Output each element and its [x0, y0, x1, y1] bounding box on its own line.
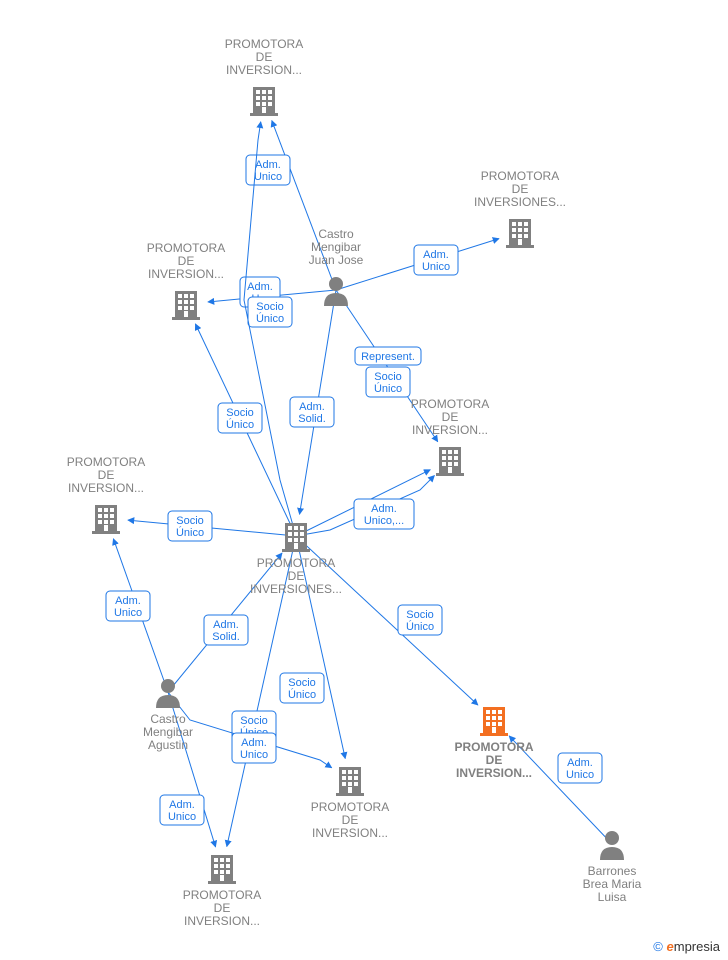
node-label: PROMOTORA	[481, 169, 559, 183]
footer-credit: © empresia	[653, 939, 720, 954]
node-label: PROMOTORA	[225, 37, 303, 51]
edge-label-text: Socio	[256, 301, 284, 313]
node-label: INVERSION...	[68, 481, 144, 495]
node-label: INVERSION...	[412, 423, 488, 437]
node-label: DE	[512, 182, 529, 196]
node-label: INVERSION...	[184, 914, 260, 928]
company-node[interactable]	[336, 767, 364, 796]
node-label: PROMOTORA	[257, 556, 335, 570]
node-label: Barrones	[588, 864, 637, 878]
node-label: DE	[342, 813, 359, 827]
edge-label-text: Adm.	[115, 595, 141, 607]
node-label: Brea Maria	[583, 877, 642, 891]
node-label: Juan Jose	[309, 253, 364, 267]
edge-label-text: Socio	[288, 677, 316, 689]
brand-e: e	[667, 939, 674, 954]
company-node[interactable]	[436, 447, 464, 476]
node-label: INVERSIONES...	[250, 582, 342, 596]
edge-label-text: Único	[374, 382, 402, 395]
node-label: DE	[486, 753, 503, 767]
edge-label-text: Adm.	[241, 737, 267, 749]
edge-label-text: Socio	[240, 715, 268, 727]
node-label: Castro	[318, 227, 354, 241]
node-label: Mengibar	[143, 725, 193, 739]
edge-label-text: Socio	[406, 609, 434, 621]
edge-label-text: Unico	[422, 261, 450, 273]
node-label: DE	[442, 410, 459, 424]
company-node[interactable]	[250, 87, 278, 116]
company-node[interactable]	[480, 707, 508, 736]
edge-label-text: Único	[226, 418, 254, 431]
node-label: PROMOTORA	[147, 241, 225, 255]
node-label: DE	[178, 254, 195, 268]
node-label: PROMOTORA	[454, 740, 533, 754]
node-label: INVERSIONES...	[474, 195, 566, 209]
edge-label-text: Unico	[240, 749, 268, 761]
node-label: Mengibar	[311, 240, 361, 254]
edge-label-text: Represent.	[361, 351, 415, 363]
edge-label-text: Adm.	[213, 619, 239, 631]
network-diagram: Adm.UnicoAdm.UnicoAdm.U...Represent.Adm.…	[0, 0, 728, 960]
company-node[interactable]	[172, 291, 200, 320]
node-label: INVERSION...	[456, 766, 532, 780]
node-label: INVERSION...	[226, 63, 302, 77]
edge-label-text: Adm.	[567, 757, 593, 769]
node-label: Agustin	[148, 738, 188, 752]
edge-label-text: Unico	[254, 171, 282, 183]
brand-rest: mpresia	[674, 939, 720, 954]
copyright-symbol: ©	[653, 939, 663, 954]
edge-label-text: Socio	[226, 407, 254, 419]
edge-label-text: Único	[288, 688, 316, 701]
edge-label-text: Socio	[374, 371, 402, 383]
edge-label-text: Solid.	[212, 631, 240, 643]
nodes-layer: PROMOTORADEINVERSION...PROMOTORADEINVERS…	[67, 37, 642, 928]
edge-label-text: Adm.	[299, 401, 325, 413]
node-label: INVERSION...	[312, 826, 388, 840]
edge-label-text: Socio	[176, 515, 204, 527]
edge-label-text: Adm.	[169, 799, 195, 811]
company-node[interactable]	[208, 855, 236, 884]
edge-label-text: Adm.	[247, 281, 273, 293]
node-label: PROMOTORA	[411, 397, 489, 411]
company-node[interactable]	[506, 219, 534, 248]
node-label: Castro	[150, 712, 186, 726]
edge-label-text: Único	[176, 526, 204, 539]
edge-label-text: Unico,...	[364, 515, 404, 527]
node-label: PROMOTORA	[183, 888, 261, 902]
node-label: DE	[214, 901, 231, 915]
node-label: DE	[98, 468, 115, 482]
node-label: DE	[288, 569, 305, 583]
edge-label-text: Único	[406, 620, 434, 633]
node-label: INVERSION...	[148, 267, 224, 281]
company-node[interactable]	[92, 505, 120, 534]
edge-label-text: Solid.	[298, 413, 326, 425]
edge-label-text: Unico	[566, 769, 594, 781]
node-label: PROMOTORA	[311, 800, 389, 814]
edge-label-text: Único	[256, 312, 284, 325]
edge	[336, 290, 438, 442]
edge-label-text: Adm.	[255, 159, 281, 171]
node-label: DE	[256, 50, 273, 64]
edge-label-text: Adm.	[423, 249, 449, 261]
node-label: Luisa	[598, 890, 627, 904]
company-node[interactable]	[282, 523, 310, 552]
edge-label-text: Unico	[168, 811, 196, 823]
node-label: PROMOTORA	[67, 455, 145, 469]
edge-label-text: Adm.	[371, 503, 397, 515]
edge-label-text: Unico	[114, 607, 142, 619]
